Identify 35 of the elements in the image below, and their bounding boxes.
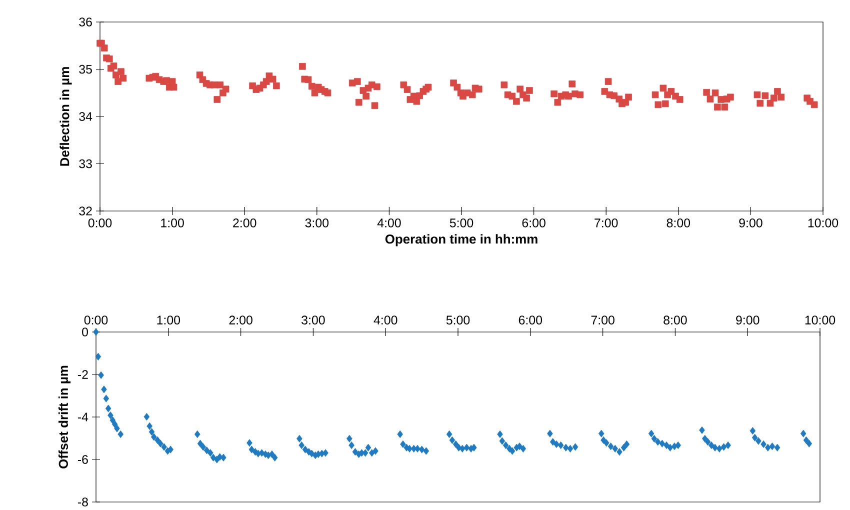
x-tick-label: 10:00 bbox=[808, 218, 838, 228]
x-tick-label: 5:00 bbox=[450, 218, 474, 228]
y-tick-label: -8 bbox=[78, 498, 88, 506]
x-tick-label: 3:00 bbox=[302, 316, 325, 324]
y-tick-label: 36 bbox=[79, 18, 92, 26]
x-tick-label: 1:00 bbox=[157, 316, 180, 324]
x-tick-label: 2:00 bbox=[229, 316, 252, 324]
x-tick-label: 4:00 bbox=[377, 218, 401, 228]
x-tick-label: 3:00 bbox=[305, 218, 329, 228]
y-tick-label: 32 bbox=[79, 206, 92, 216]
x-tick-label: 2:00 bbox=[233, 218, 256, 228]
x-tick-label: 10:00 bbox=[805, 316, 836, 324]
x-axis-title: Operation time in hh:mm bbox=[385, 234, 538, 246]
x-tick-label: 7:00 bbox=[591, 316, 614, 324]
x-tick-label: 0:00 bbox=[84, 316, 108, 324]
x-tick-label: 9:00 bbox=[736, 316, 760, 324]
x-tick-label: 0:00 bbox=[88, 218, 112, 228]
y-axis-title: Offset drift in µm bbox=[58, 366, 71, 468]
x-tick-label: 6:00 bbox=[518, 316, 542, 324]
y-tick-label: 35 bbox=[79, 64, 92, 74]
y-tick-label: -6 bbox=[78, 455, 88, 464]
x-tick-label: 8:00 bbox=[664, 316, 687, 324]
y-tick-label: 34 bbox=[79, 112, 92, 121]
x-tick-label: 7:00 bbox=[594, 218, 618, 228]
x-tick-label: 5:00 bbox=[446, 316, 470, 324]
x-tick-label: 8:00 bbox=[666, 218, 690, 228]
x-tick-label: 1:00 bbox=[161, 218, 184, 228]
x-tick-label: 4:00 bbox=[374, 316, 398, 324]
x-tick-label: 9:00 bbox=[739, 218, 762, 228]
x-tick-label: 6:00 bbox=[522, 218, 546, 228]
y-tick-label: 0 bbox=[82, 328, 88, 336]
y-tick-label: 33 bbox=[79, 159, 92, 168]
y-axis-title: Deflection in µm bbox=[60, 67, 72, 166]
y-tick-label: -4 bbox=[78, 412, 88, 422]
y-tick-label: -2 bbox=[78, 370, 88, 379]
